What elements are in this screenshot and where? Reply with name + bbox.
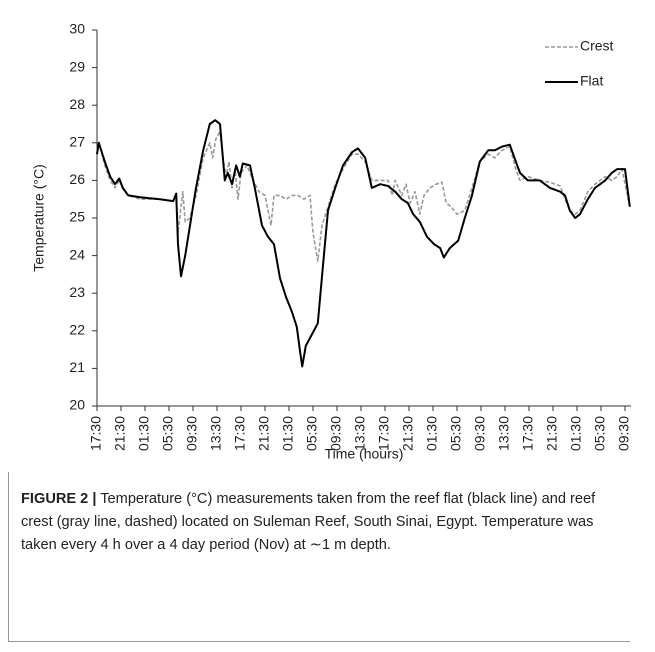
x-tick-label: 01:30 [280,416,296,451]
x-tick-label: 09:30 [184,416,200,451]
y-tick-label: 30 [69,21,85,37]
x-axis-label: Time (hours) [325,446,404,462]
y-tick-label: 28 [69,96,85,112]
caption: FIGURE 2 | Temperature (°C) measurements… [8,472,630,642]
y-tick-label: 21 [69,359,85,375]
x-tick-label: 05:30 [304,416,320,451]
x-tick-label: 09:30 [616,416,632,451]
y-tick-label: 23 [69,284,85,300]
caption-label: FIGURE 2 | [21,491,97,507]
x-tick-label: 13:30 [208,416,224,451]
y-tick-label: 29 [69,58,85,74]
x-tick-label: 17:30 [232,416,248,451]
x-tick-label: 21:30 [112,416,128,451]
x-tick-label: 05:30 [160,416,176,451]
x-tick-label: 01:30 [136,416,152,451]
y-axis-label: Temperature (°C) [31,164,47,272]
x-tick-label: 01:30 [568,416,584,451]
x-tick-label: 05:30 [592,416,608,451]
y-tick-label: 27 [69,134,85,150]
x-tick-label: 09:30 [472,416,488,451]
series-line [96,119,631,368]
x-tick-label: 13:30 [352,416,368,451]
x-tick-label: 17:30 [88,416,104,451]
y-tick-label: 24 [69,246,85,262]
caption-text: Temperature (°C) measurements taken from… [21,491,596,553]
x-tick-label: 21:30 [400,416,416,451]
x-tick-label: 17:30 [520,416,536,451]
legend-label: Flat [580,73,603,89]
chart: Temperature (°C) Time (hours) 20 21 22 23 24… [31,21,632,462]
legend-label: Crest [580,38,614,54]
y-tick-label: 22 [69,322,85,338]
x-tick-label: 09:30 [328,416,344,451]
x-tick-label: 21:30 [256,416,272,451]
y-tick-label: 20 [69,397,85,413]
y-tick-label: 26 [69,171,85,187]
x-tick-label: 01:30 [424,416,440,451]
x-tick-label: 05:30 [448,416,464,451]
y-tick-label: 25 [69,209,85,225]
x-tick-label: 13:30 [496,416,512,451]
x-tick-label: 21:30 [544,416,560,451]
x-tick-label: 17:30 [376,416,392,451]
